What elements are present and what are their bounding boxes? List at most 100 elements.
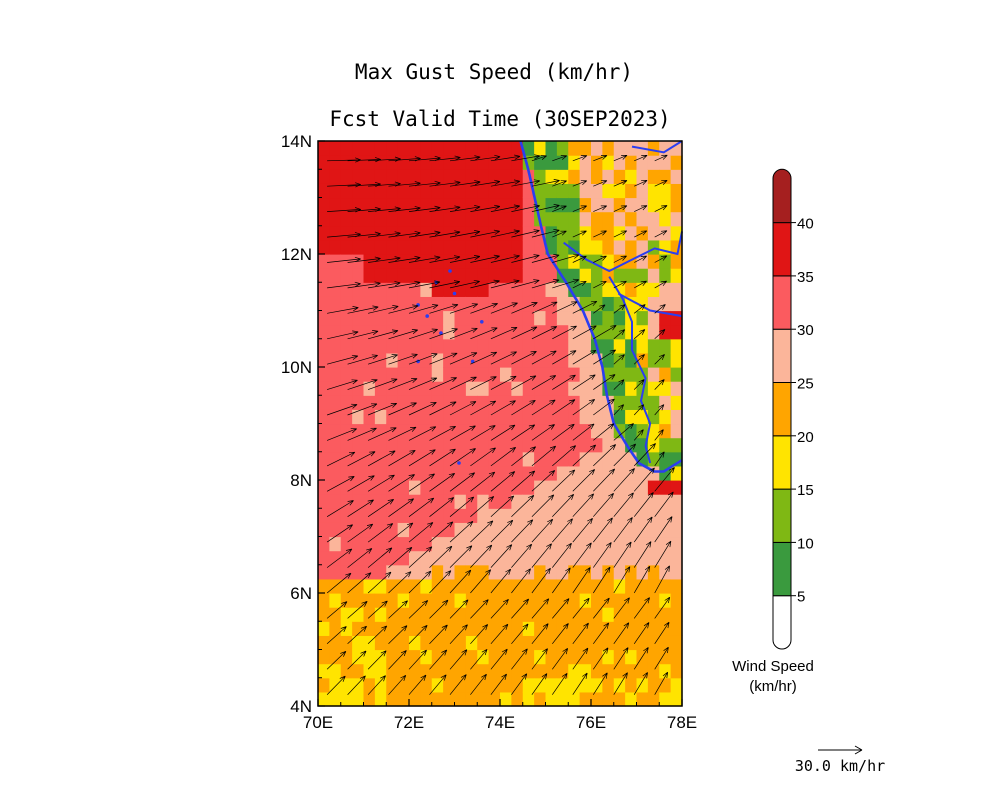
speed-cell xyxy=(556,564,569,580)
speed-cell xyxy=(488,593,501,608)
speed-cell xyxy=(602,225,615,241)
speed-cell xyxy=(534,649,547,665)
wind-vector xyxy=(429,649,448,670)
speed-cell xyxy=(670,550,683,566)
speed-cell xyxy=(465,494,478,509)
speed-cell xyxy=(352,169,365,184)
speed-cell xyxy=(352,183,365,199)
wind-vector xyxy=(572,155,588,162)
wind-vector xyxy=(654,280,667,289)
speed-cell xyxy=(340,268,353,283)
speed-cell xyxy=(443,367,456,382)
wind-vector xyxy=(511,648,528,670)
wind-vector xyxy=(326,675,346,695)
speed-cell xyxy=(511,564,524,580)
speed-cell xyxy=(329,635,342,651)
speed-cell xyxy=(318,494,330,509)
speed-cell xyxy=(534,437,547,453)
speed-cell xyxy=(465,169,478,184)
speed-cell xyxy=(374,649,387,665)
speed-cell xyxy=(602,677,615,693)
speed-cell xyxy=(591,423,603,439)
speed-cell xyxy=(602,550,615,566)
speed-cell xyxy=(602,494,615,509)
speed-cell xyxy=(454,663,467,679)
speed-cell xyxy=(420,550,433,566)
speed-cell xyxy=(397,522,410,538)
speed-cell xyxy=(352,635,365,651)
speed-cell xyxy=(386,635,399,651)
speed-cell xyxy=(670,268,683,283)
speed-cell xyxy=(477,367,490,382)
speed-cell xyxy=(386,663,399,679)
speed-cell xyxy=(545,239,558,255)
speed-cell xyxy=(340,508,353,523)
speed-cell xyxy=(374,183,387,199)
wind-vector xyxy=(511,229,540,238)
wind-vector xyxy=(593,349,616,365)
wind-vector xyxy=(470,351,498,365)
speed-cell xyxy=(568,451,581,467)
wind-vector xyxy=(552,301,578,314)
speed-cell xyxy=(579,494,592,509)
speed-cell xyxy=(613,282,626,297)
speed-cell xyxy=(591,649,603,665)
speed-cell xyxy=(636,550,649,566)
speed-cell xyxy=(522,268,535,283)
speed-cell xyxy=(329,494,342,509)
wind-vector xyxy=(470,154,501,162)
speed-cell xyxy=(522,451,535,467)
speed-cell xyxy=(477,508,490,523)
speed-cell xyxy=(397,480,410,495)
wind-vector xyxy=(490,471,516,492)
speed-cell xyxy=(613,451,626,467)
speed-cell xyxy=(431,465,444,481)
speed-cell xyxy=(363,268,376,283)
speed-cell xyxy=(591,254,603,269)
speed-cell xyxy=(374,324,387,340)
colorbar-swatch xyxy=(772,382,792,437)
speed-cell xyxy=(318,282,330,297)
speed-cell xyxy=(420,437,433,453)
speed-cell xyxy=(534,381,547,396)
speed-cell xyxy=(534,352,547,368)
speed-cell xyxy=(465,437,478,453)
speed-cell xyxy=(670,508,683,523)
wind-vector xyxy=(511,254,540,263)
colorbar-swatch xyxy=(772,435,792,490)
wind-vector xyxy=(593,468,616,492)
speed-cell xyxy=(409,367,421,382)
speed-cell xyxy=(579,621,592,636)
speed-cell xyxy=(431,367,444,382)
island-marker xyxy=(480,320,484,324)
speed-cell xyxy=(409,677,421,693)
speed-cell xyxy=(522,564,535,580)
wind-vector xyxy=(388,474,415,492)
speed-cell xyxy=(374,141,387,156)
speed-cell xyxy=(318,423,330,439)
speed-cell xyxy=(556,141,569,156)
speed-cell xyxy=(659,367,672,382)
wind-vector xyxy=(347,572,372,594)
speed-cell xyxy=(454,593,467,608)
wind-vector xyxy=(613,329,626,340)
speed-cell xyxy=(568,169,581,184)
speed-cell xyxy=(500,381,512,396)
speed-cell xyxy=(568,155,581,170)
speed-cell xyxy=(613,338,626,354)
speed-cell xyxy=(636,183,649,199)
y-tick-label: 12N xyxy=(281,245,312,264)
speed-cell xyxy=(636,564,649,580)
speed-cell xyxy=(659,282,672,297)
wind-vector xyxy=(429,401,457,416)
speed-cell xyxy=(545,437,558,453)
speed-cell xyxy=(670,254,683,269)
speed-cell xyxy=(568,691,581,707)
speed-cell xyxy=(352,451,365,467)
speed-cell xyxy=(511,409,524,425)
wind-vector xyxy=(429,472,455,492)
speed-cell xyxy=(363,677,376,693)
speed-cell xyxy=(329,155,342,170)
speed-cell xyxy=(397,536,410,552)
